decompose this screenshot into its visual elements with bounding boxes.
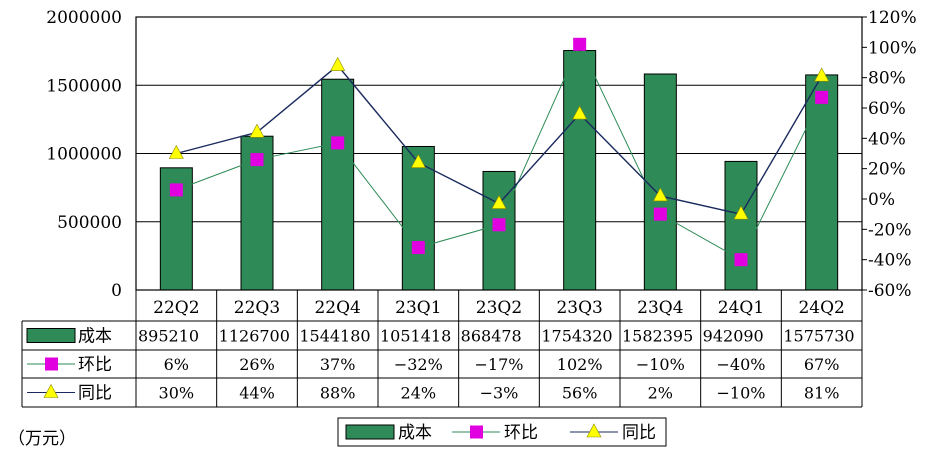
table-cell-value: 942090	[703, 327, 764, 346]
category-label: 24Q2	[798, 298, 844, 318]
table-row-label: 成本	[78, 327, 112, 347]
y-right-tick-label: 80%	[868, 69, 906, 89]
category-label: 23Q1	[395, 298, 441, 318]
unit-label: （万元）	[8, 429, 76, 449]
table-cell-value: −17%	[475, 355, 524, 374]
legend: 成本 环比 同比	[337, 417, 667, 447]
data-point	[330, 56, 346, 71]
table-cell-value: 24%	[401, 384, 437, 403]
y-left-tick-label: 2000000	[46, 8, 122, 28]
table-row-key: 环比	[27, 355, 112, 375]
legend-marker	[586, 423, 602, 438]
bar	[643, 73, 677, 291]
data-point	[249, 123, 265, 138]
y-right-tick-label: 60%	[868, 99, 906, 119]
table-cell-value: 6%	[164, 355, 189, 374]
table-row-label: 同比	[78, 384, 112, 404]
y-right-tick-label: 100%	[868, 38, 917, 58]
data-point	[814, 67, 830, 82]
legend-bar-swatch	[345, 424, 395, 440]
data-point	[653, 207, 667, 221]
table-cell-value: 102%	[557, 355, 603, 374]
data-point	[492, 218, 506, 232]
category-label: 23Q3	[556, 298, 602, 318]
table-cell-value: −32%	[394, 355, 443, 374]
table-cell-value: 895210	[138, 327, 199, 346]
y-right-tick-label: 0%	[868, 190, 895, 210]
table-cell-value: 1051418	[380, 327, 451, 346]
table-cell-value: 56%	[562, 384, 598, 403]
category-label: 22Q3	[234, 298, 280, 318]
table-row-key: 同比	[27, 384, 112, 404]
table-cell-value: 1544180	[299, 327, 370, 346]
bars	[159, 50, 839, 291]
table-cell-value: 81%	[804, 384, 840, 403]
table-cell-value: 868478	[461, 327, 522, 346]
data-point	[168, 144, 184, 159]
table-cell-value: −3%	[480, 384, 519, 403]
data-point	[410, 153, 426, 168]
y-left-tick-label: 0	[111, 281, 122, 301]
legend-bar-swatch	[26, 328, 76, 343]
legend-label: 环比	[504, 423, 538, 443]
table-cell-value: 1575730	[783, 327, 854, 346]
legend-label: 同比	[622, 423, 656, 443]
table-cell-value: 44%	[239, 384, 275, 403]
y-left-tick-label: 1500000	[46, 76, 122, 96]
data-point	[652, 187, 668, 202]
y-right-tick-label: -60%	[868, 281, 912, 301]
y-left-tick-label: 1000000	[46, 145, 122, 165]
table-cell-value: 1582395	[622, 327, 693, 346]
y-right-tick-label: 40%	[868, 129, 906, 149]
data-point	[733, 205, 749, 220]
data-point	[411, 241, 425, 255]
legend-marker	[470, 425, 483, 439]
y-right-tick-label: -40%	[868, 251, 912, 271]
table-cell-value: 26%	[239, 355, 275, 374]
table-cell-value: −10%	[717, 384, 766, 403]
data-point	[331, 136, 345, 150]
bar	[321, 78, 355, 291]
bar	[805, 74, 839, 291]
data-table: 22Q2 22Q3 22Q4 23Q1 23Q2 23Q3 23Q4 24Q1 24Q2 成本 89…	[21, 289, 863, 408]
legend-marker	[45, 357, 58, 371]
data-point	[573, 37, 587, 51]
y-left-tick-label: 500000	[57, 213, 122, 233]
data-point	[815, 90, 829, 104]
table-row-label: 环比	[78, 355, 112, 375]
category-label: 23Q2	[476, 298, 522, 318]
y-right-tick-label: -20%	[868, 220, 912, 240]
category-label: 24Q1	[718, 298, 764, 318]
table-row-key: 成本	[26, 327, 112, 347]
bar	[724, 160, 758, 291]
table-cell-value: −40%	[717, 355, 766, 374]
y-right-tick-label: 120%	[868, 8, 917, 28]
category-label: 22Q2	[153, 298, 199, 318]
table-cell-value: 88%	[320, 384, 356, 403]
legend-marker	[43, 383, 59, 398]
data-point	[169, 183, 183, 197]
table-cell-value: 2%	[648, 384, 673, 403]
table-cell-value: 1126700	[219, 327, 290, 346]
table-cell-value: 37%	[320, 355, 356, 374]
bar	[563, 50, 597, 291]
table-cell-value: −10%	[636, 355, 685, 374]
legend-label: 成本	[398, 423, 432, 443]
y-right-tick-label: 20%	[868, 160, 906, 180]
table-cell-value: 30%	[159, 384, 195, 403]
series-lines	[168, 37, 830, 267]
table-cell-value: 1754320	[541, 327, 612, 346]
data-point	[734, 253, 748, 267]
data-point	[572, 105, 588, 120]
data-point	[250, 153, 264, 167]
category-label: 23Q4	[637, 298, 683, 318]
table-cell-value: 67%	[804, 355, 840, 374]
category-label: 22Q4	[314, 298, 360, 318]
data-point	[491, 194, 507, 209]
